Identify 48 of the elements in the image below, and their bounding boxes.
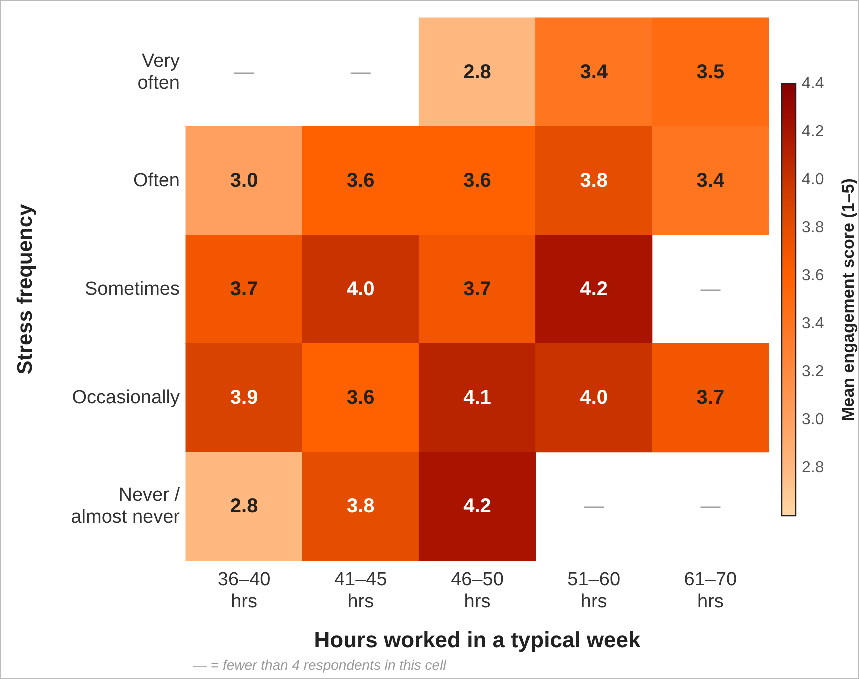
data-label: 3.5 <box>696 61 725 84</box>
color-bar-label: 3.2 <box>802 364 824 380</box>
data-label: 2.8 <box>230 496 258 518</box>
x-tick-label: 41–45 hrs <box>334 570 388 612</box>
text: — <box>584 496 604 518</box>
y-tick-label: Often <box>134 170 180 192</box>
data-label: 3.6 <box>346 387 375 410</box>
data-label: 3.0 <box>230 170 258 192</box>
data-label: 3.8 <box>580 170 608 192</box>
data-label: 3.4 <box>696 170 726 192</box>
y-tick-label: Sometimes <box>84 279 180 300</box>
color-bar-label: 4.0 <box>802 172 824 188</box>
data-label: 3.6 <box>464 170 492 192</box>
data-label: 4.1 <box>464 387 492 410</box>
text: — <box>350 61 371 84</box>
data-label: 3.7 <box>464 278 492 300</box>
text: — <box>700 278 721 300</box>
data-label: 4.0 <box>346 278 375 300</box>
color-bar-label: 3.4 <box>802 316 824 332</box>
data-label: 3.8 <box>346 496 375 518</box>
data-label: 3.9 <box>230 387 258 410</box>
y-tick-label: Very often <box>138 50 180 94</box>
x-tick-label: 61–70 hrs <box>684 570 738 612</box>
data-label: 4.2 <box>580 278 608 300</box>
data-label: 4.0 <box>580 387 608 410</box>
text: — <box>234 61 254 84</box>
text: — = fewer than 4 respondents in this cell <box>192 657 448 673</box>
data-label: 3.7 <box>230 278 258 300</box>
x-tick-label: 46–50 hrs <box>451 570 504 612</box>
y-tick-label: Occasionally <box>72 388 180 409</box>
color-bar-title: Mean engagement score (1–5) <box>839 178 858 422</box>
color-bar-label: 3.0 <box>802 412 824 428</box>
data-label: 3.6 <box>346 170 375 192</box>
x-tick-label: 51–60 hrs <box>568 570 621 612</box>
x-tick-label: 36–40 hrs <box>218 570 271 612</box>
color-bar-label: 2.8 <box>802 460 824 476</box>
text: — <box>700 496 721 518</box>
x-axis-title: Hours worked in a typical week <box>314 628 642 652</box>
color-bar-label: 3.6 <box>802 268 824 284</box>
y-tick-label: Never / almost never <box>71 485 181 528</box>
y-axis-title: Stress frequency <box>14 204 37 375</box>
color-bar-label: 3.8 <box>802 220 824 236</box>
data-label: 4.2 <box>464 496 492 518</box>
data-label: 3.4 <box>580 61 609 84</box>
data-label: 2.8 <box>464 61 492 84</box>
color-bar-label: 4.2 <box>802 124 824 140</box>
color-bar-label: 4.4 <box>802 76 824 92</box>
data-label: 3.7 <box>696 387 725 410</box>
